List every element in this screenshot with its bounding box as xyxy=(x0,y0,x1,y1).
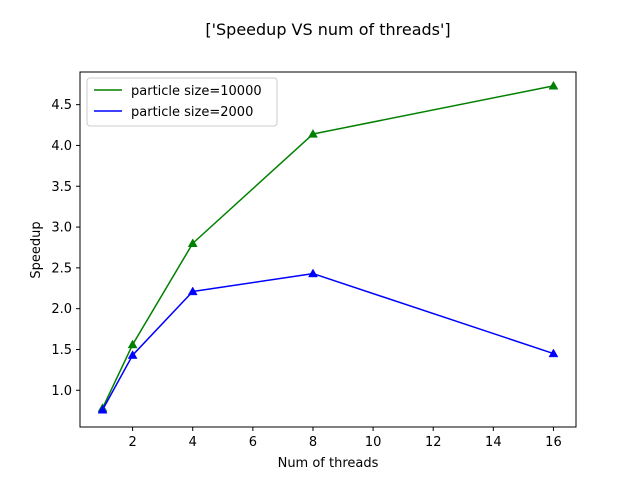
series-particle-size-10000 xyxy=(97,80,559,412)
x-tick-label: 16 xyxy=(545,435,562,450)
y-axis-label: Speedup xyxy=(29,221,44,278)
legend-box xyxy=(86,77,278,127)
y-tick-label: 3.5 xyxy=(51,180,72,195)
y-tick-label: 1.5 xyxy=(51,343,72,358)
data-point xyxy=(97,404,108,414)
data-point xyxy=(308,129,318,138)
y-tick-label: 4.5 xyxy=(51,98,72,113)
y-tick-label: 3.0 xyxy=(51,221,72,236)
x-tick-label: 14 xyxy=(485,435,502,450)
x-tick-label: 6 xyxy=(249,435,257,450)
x-tick-label: 2 xyxy=(128,435,136,450)
data-point xyxy=(127,350,138,359)
y-axis-ticks: 1.0 1.5 2.0 2.5 3.0 3.5 4.0 4.5 xyxy=(51,98,80,399)
legend-label-particle-size-10000: particle size=10000 xyxy=(131,84,262,99)
series-layer xyxy=(97,80,559,414)
legend-label-particle-size-2000: particle size=2000 xyxy=(131,105,253,120)
x-axis-ticks: 2 4 6 8 10 12 14 16 xyxy=(128,427,562,450)
y-tick-label: 2.0 xyxy=(51,302,72,317)
data-point xyxy=(548,348,559,358)
chart-title: ['Speedup VS num of threads'] xyxy=(205,20,450,39)
y-tick-label: 4.0 xyxy=(51,139,72,154)
x-tick-label: 4 xyxy=(189,435,197,450)
y-tick-label: 2.5 xyxy=(51,261,72,276)
x-tick-label: 8 xyxy=(309,435,317,450)
x-tick-label: 12 xyxy=(425,435,442,450)
x-axis-label: Num of threads xyxy=(278,456,379,471)
series-particle-size-2000 xyxy=(97,268,559,414)
data-point xyxy=(548,80,559,90)
x-tick-label: 10 xyxy=(365,435,382,450)
y-tick-label: 1.0 xyxy=(51,384,72,399)
data-point xyxy=(308,268,318,278)
data-point xyxy=(187,238,198,248)
legend: particle size=10000 particle size=2000 xyxy=(86,77,278,127)
data-point xyxy=(187,286,198,296)
plot-frame xyxy=(79,71,577,428)
data-point xyxy=(127,339,138,349)
